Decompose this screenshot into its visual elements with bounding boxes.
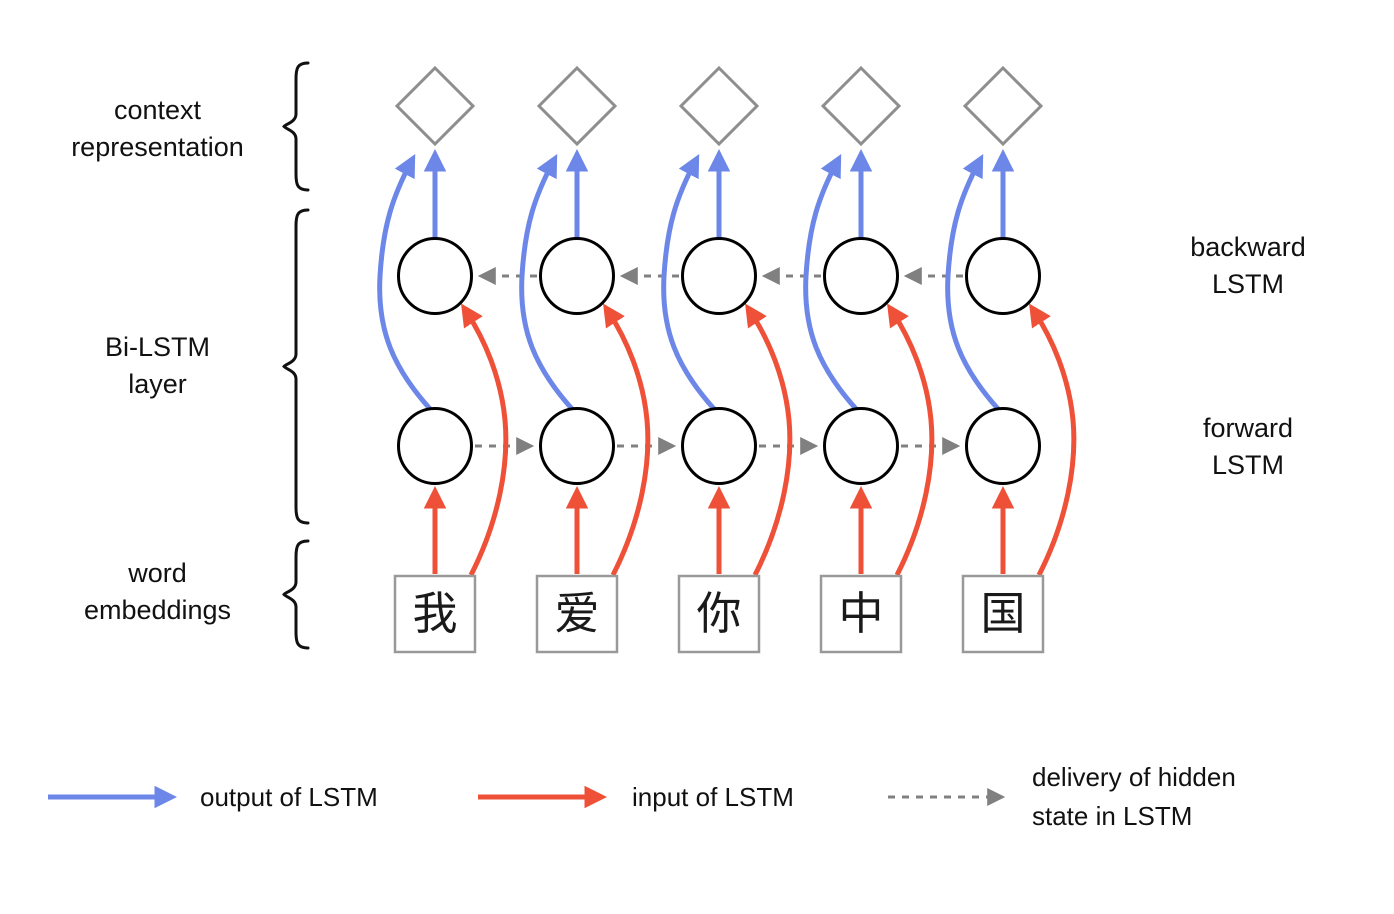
label-line: Bi-LSTM <box>104 332 210 362</box>
label-bilstm-layer: Bi-LSTM layer <box>15 329 300 403</box>
label-line: context <box>113 95 202 125</box>
label-line: backward <box>1190 232 1306 262</box>
input-arrows-curved <box>461 303 1077 577</box>
label-line: layer <box>128 369 187 399</box>
backward-lstm-nodes <box>397 237 1041 315</box>
label-line: embeddings <box>83 595 232 625</box>
legend-label-hidden-state: delivery of hidden state in LSTM <box>1032 758 1236 836</box>
output-arrow-curved <box>803 154 859 412</box>
word-embedding-char: 你 <box>696 587 742 640</box>
layer-braces <box>282 61 310 650</box>
forward-lstm-nodes <box>397 407 1041 485</box>
context-diamond <box>962 65 1044 147</box>
label-line: word <box>128 558 187 588</box>
legend-label-output: output of LSTM <box>200 782 378 812</box>
context-diamond <box>678 65 760 147</box>
word-embedding-char: 我 <box>412 587 458 640</box>
context-diamond <box>536 65 618 147</box>
brace-context-representation <box>282 61 310 192</box>
output-arrow-curved <box>377 154 433 412</box>
label-line: LSTM <box>1211 269 1284 299</box>
legend-label-line: delivery of hidden <box>1032 762 1236 792</box>
word-box <box>819 574 903 654</box>
output-arrow-curved <box>661 154 717 412</box>
output-arrows-straight <box>423 149 1015 238</box>
input-arrows-straight <box>423 486 1015 574</box>
output-arrow-curved <box>945 154 1001 412</box>
label-line: forward <box>1202 413 1294 443</box>
forward-lstm-node <box>539 407 615 485</box>
word-embedding-char: 中 <box>838 587 884 640</box>
backward-lstm-node <box>823 237 899 315</box>
label-word-embeddings: word embeddings <box>15 555 300 629</box>
label-context-representation: context representation <box>15 92 300 166</box>
label-forward-lstm: forward LSTM <box>1128 410 1368 484</box>
output-arrows-curved <box>377 154 1001 412</box>
input-arrow-curved <box>603 303 651 577</box>
word-embedding-boxes <box>393 574 1045 654</box>
input-arrow-curved <box>461 303 509 577</box>
forward-lstm-node <box>397 407 473 485</box>
label-line: representation <box>71 132 244 162</box>
brace-bilstm-layer <box>282 208 310 525</box>
word-box <box>535 574 619 654</box>
output-arrow-curved <box>519 154 575 412</box>
forward-lstm-node <box>965 407 1041 485</box>
word-embedding-char: 爱 <box>554 587 600 640</box>
word-embedding-char: 国 <box>980 587 1026 640</box>
backward-lstm-node <box>397 237 473 315</box>
legend-label-input: input of LSTM <box>632 782 794 812</box>
forward-lstm-node <box>823 407 899 485</box>
word-box <box>393 574 477 654</box>
word-box <box>961 574 1045 654</box>
input-arrow-curved <box>1029 303 1077 577</box>
label-backward-lstm: backward LSTM <box>1128 229 1368 303</box>
legend-label-line: state in LSTM <box>1032 801 1193 831</box>
brace-word-embeddings <box>282 539 310 650</box>
context-diamond <box>820 65 902 147</box>
context-diamonds <box>394 65 1044 147</box>
input-arrow-curved <box>887 303 935 577</box>
context-diamond <box>394 65 476 147</box>
backward-lstm-node <box>965 237 1041 315</box>
backward-lstm-node <box>681 237 757 315</box>
backward-lstm-node <box>539 237 615 315</box>
forward-lstm-node <box>681 407 757 485</box>
label-line: LSTM <box>1211 450 1284 480</box>
word-box <box>677 574 761 654</box>
input-arrow-curved <box>745 303 793 577</box>
